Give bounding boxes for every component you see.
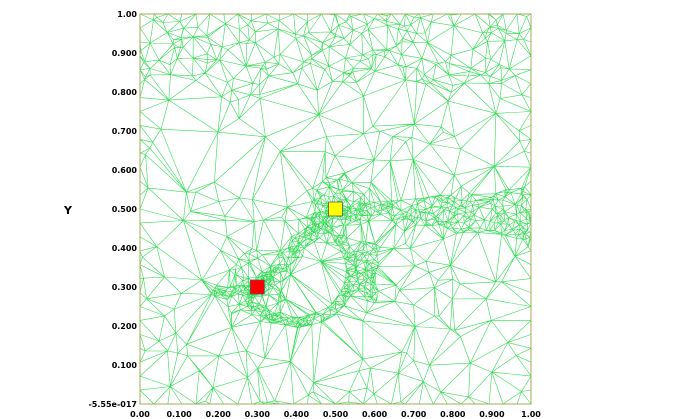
red-marker (249, 279, 265, 295)
y-tick-label: 0.200 (112, 322, 138, 331)
y-tick-label: 0.500 (112, 205, 138, 214)
y-tick-label: 0.900 (112, 49, 138, 58)
y-tick-label: 0.100 (112, 361, 138, 370)
x-tick-label: 0.00 (130, 410, 150, 419)
x-tick-label: 0.500 (323, 410, 349, 419)
y-tick-labels: -5.55e-017 0.100 0.200 0.300 0.400 0.500 0.600… (88, 10, 137, 409)
y-tick-label: -5.55e-017 (88, 400, 137, 409)
yellow-marker (328, 201, 343, 217)
x-tick-label: 0.300 (245, 410, 271, 419)
x-tick-label: 0.200 (206, 410, 232, 419)
markers (249, 201, 343, 295)
x-tick-label: 0.400 (284, 410, 310, 419)
x-tick-label: 0.100 (166, 410, 192, 419)
y-tick-label: 0.600 (112, 166, 138, 175)
x-tick-label: 0.900 (479, 410, 505, 419)
plot-frame (139, 13, 532, 405)
x-tick-label: 0.600 (362, 410, 388, 419)
x-tick-labels: 0.00 0.100 0.200 0.300 0.400 0.500 0.600 0.700 0… (130, 410, 541, 419)
x-tick-label: 0.800 (440, 410, 466, 419)
x-tick-label: 0.700 (401, 410, 427, 419)
y-axis-label: Y (63, 204, 73, 217)
y-tick-label: 0.400 (112, 244, 138, 253)
y-tick-label: 0.700 (112, 127, 138, 136)
x-tick-label: 1.00 (521, 410, 541, 419)
y-tick-label: 1.00 (117, 10, 137, 19)
y-tick-label: 0.300 (112, 283, 138, 292)
y-tick-label: 0.800 (112, 88, 138, 97)
